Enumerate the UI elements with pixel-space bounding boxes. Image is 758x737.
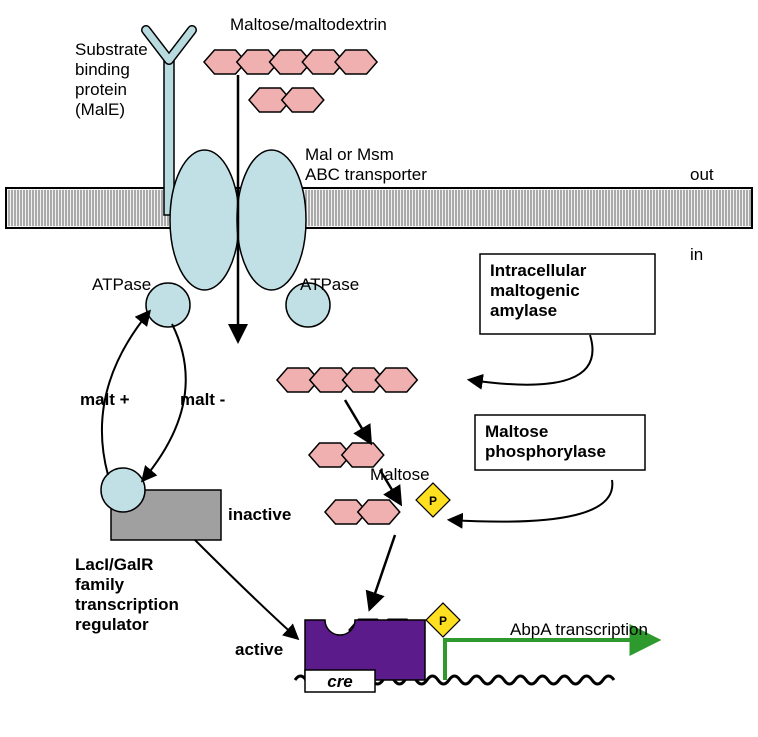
svg-text:maltogenic: maltogenic [490,281,580,300]
svg-text:P: P [429,494,437,508]
svg-text:ABC transporter: ABC transporter [305,165,427,184]
svg-text:Maltose: Maltose [485,422,548,441]
svg-text:malt +: malt + [80,390,130,409]
svg-text:out: out [690,165,714,184]
svg-text:binding: binding [75,60,130,79]
svg-text:amylase: amylase [490,301,557,320]
svg-text:P: P [439,614,447,628]
svg-text:Substrate: Substrate [75,40,148,59]
svg-text:cre: cre [327,672,353,691]
svg-text:Maltose/maltodextrin: Maltose/maltodextrin [230,15,387,34]
svg-text:AbpA transcription: AbpA transcription [510,620,648,639]
maltose-pathway-diagram: IntracellularmaltogenicamylaseMaltosepho… [0,0,758,737]
svg-text:ATPase: ATPase [92,275,151,294]
svg-text:family: family [75,575,125,594]
svg-text:in: in [690,245,703,264]
svg-text:active: active [235,640,283,659]
svg-text:(MalE): (MalE) [75,100,125,119]
svg-text:phosphorylase: phosphorylase [485,442,606,461]
svg-text:ATPase: ATPase [300,275,359,294]
svg-text:inactive: inactive [228,505,291,524]
svg-text:transcription: transcription [75,595,179,614]
svg-text:Mal or Msm: Mal or Msm [305,145,394,164]
svg-text:Intracellular: Intracellular [490,261,587,280]
svg-text:malt -: malt - [180,390,225,409]
svg-text:LacI/GalR: LacI/GalR [75,555,153,574]
svg-text:regulator: regulator [75,615,149,634]
svg-text:Maltose: Maltose [370,465,430,484]
svg-text:protein: protein [75,80,127,99]
